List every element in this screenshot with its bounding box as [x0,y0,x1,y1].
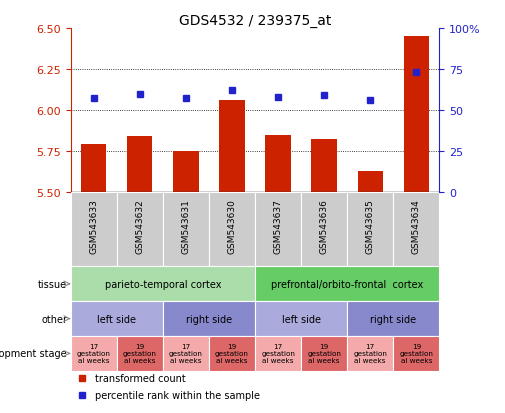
Bar [266,135,291,192]
Bar [71,267,255,301]
Bar [393,192,439,267]
Bar [301,192,347,267]
Text: development stage: development stage [0,349,67,358]
Text: tissue: tissue [38,279,67,289]
Text: GSM543631: GSM543631 [181,198,190,253]
Bar [71,192,117,267]
Text: GSM543637: GSM543637 [274,198,283,253]
Bar [347,192,393,267]
Text: 19
gestation
al weeks: 19 gestation al weeks [215,344,249,363]
Bar [255,192,301,267]
Text: GSM543632: GSM543632 [135,198,144,253]
Bar [71,336,117,371]
Bar [163,301,255,336]
Bar [117,192,163,267]
Text: 19
gestation
al weeks: 19 gestation al weeks [123,344,157,363]
Text: percentile rank within the sample: percentile rank within the sample [94,390,260,400]
Text: GSM543635: GSM543635 [366,198,375,253]
Bar [393,336,439,371]
Text: 17
gestation
al weeks: 17 gestation al weeks [77,344,111,363]
Bar [117,336,163,371]
Text: right side: right side [186,314,232,324]
Text: left side: left side [282,314,321,324]
Bar [358,171,383,192]
Bar [347,301,439,336]
Bar [163,336,209,371]
Text: right side: right side [370,314,416,324]
Bar [209,336,255,371]
Text: left side: left side [97,314,136,324]
Bar [312,140,337,192]
Text: 17
gestation
al weeks: 17 gestation al weeks [354,344,387,363]
Text: parieto-temporal cortex: parieto-temporal cortex [105,279,221,289]
Text: 17
gestation
al weeks: 17 gestation al weeks [261,344,295,363]
Bar [301,336,347,371]
Bar [219,101,244,192]
Title: GDS4532 / 239375_at: GDS4532 / 239375_at [179,14,331,28]
Text: other: other [41,314,67,324]
Text: GSM543633: GSM543633 [89,198,98,253]
Bar [255,267,439,301]
Bar [127,137,153,192]
Bar [209,192,255,267]
Bar [81,145,107,192]
Text: GSM543630: GSM543630 [227,198,236,253]
Bar [163,192,209,267]
Bar [255,336,301,371]
Text: GSM543634: GSM543634 [412,198,421,253]
Text: transformed count: transformed count [94,373,185,383]
Text: 17
gestation
al weeks: 17 gestation al weeks [169,344,203,363]
Bar [347,336,393,371]
Bar [173,152,198,192]
Text: 19
gestation
al weeks: 19 gestation al weeks [307,344,341,363]
Bar [71,301,163,336]
Text: 19
gestation
al weeks: 19 gestation al weeks [399,344,433,363]
Bar [255,301,347,336]
Bar [403,37,429,192]
Text: prefrontal/orbito-frontal  cortex: prefrontal/orbito-frontal cortex [271,279,423,289]
Text: GSM543636: GSM543636 [320,198,329,253]
